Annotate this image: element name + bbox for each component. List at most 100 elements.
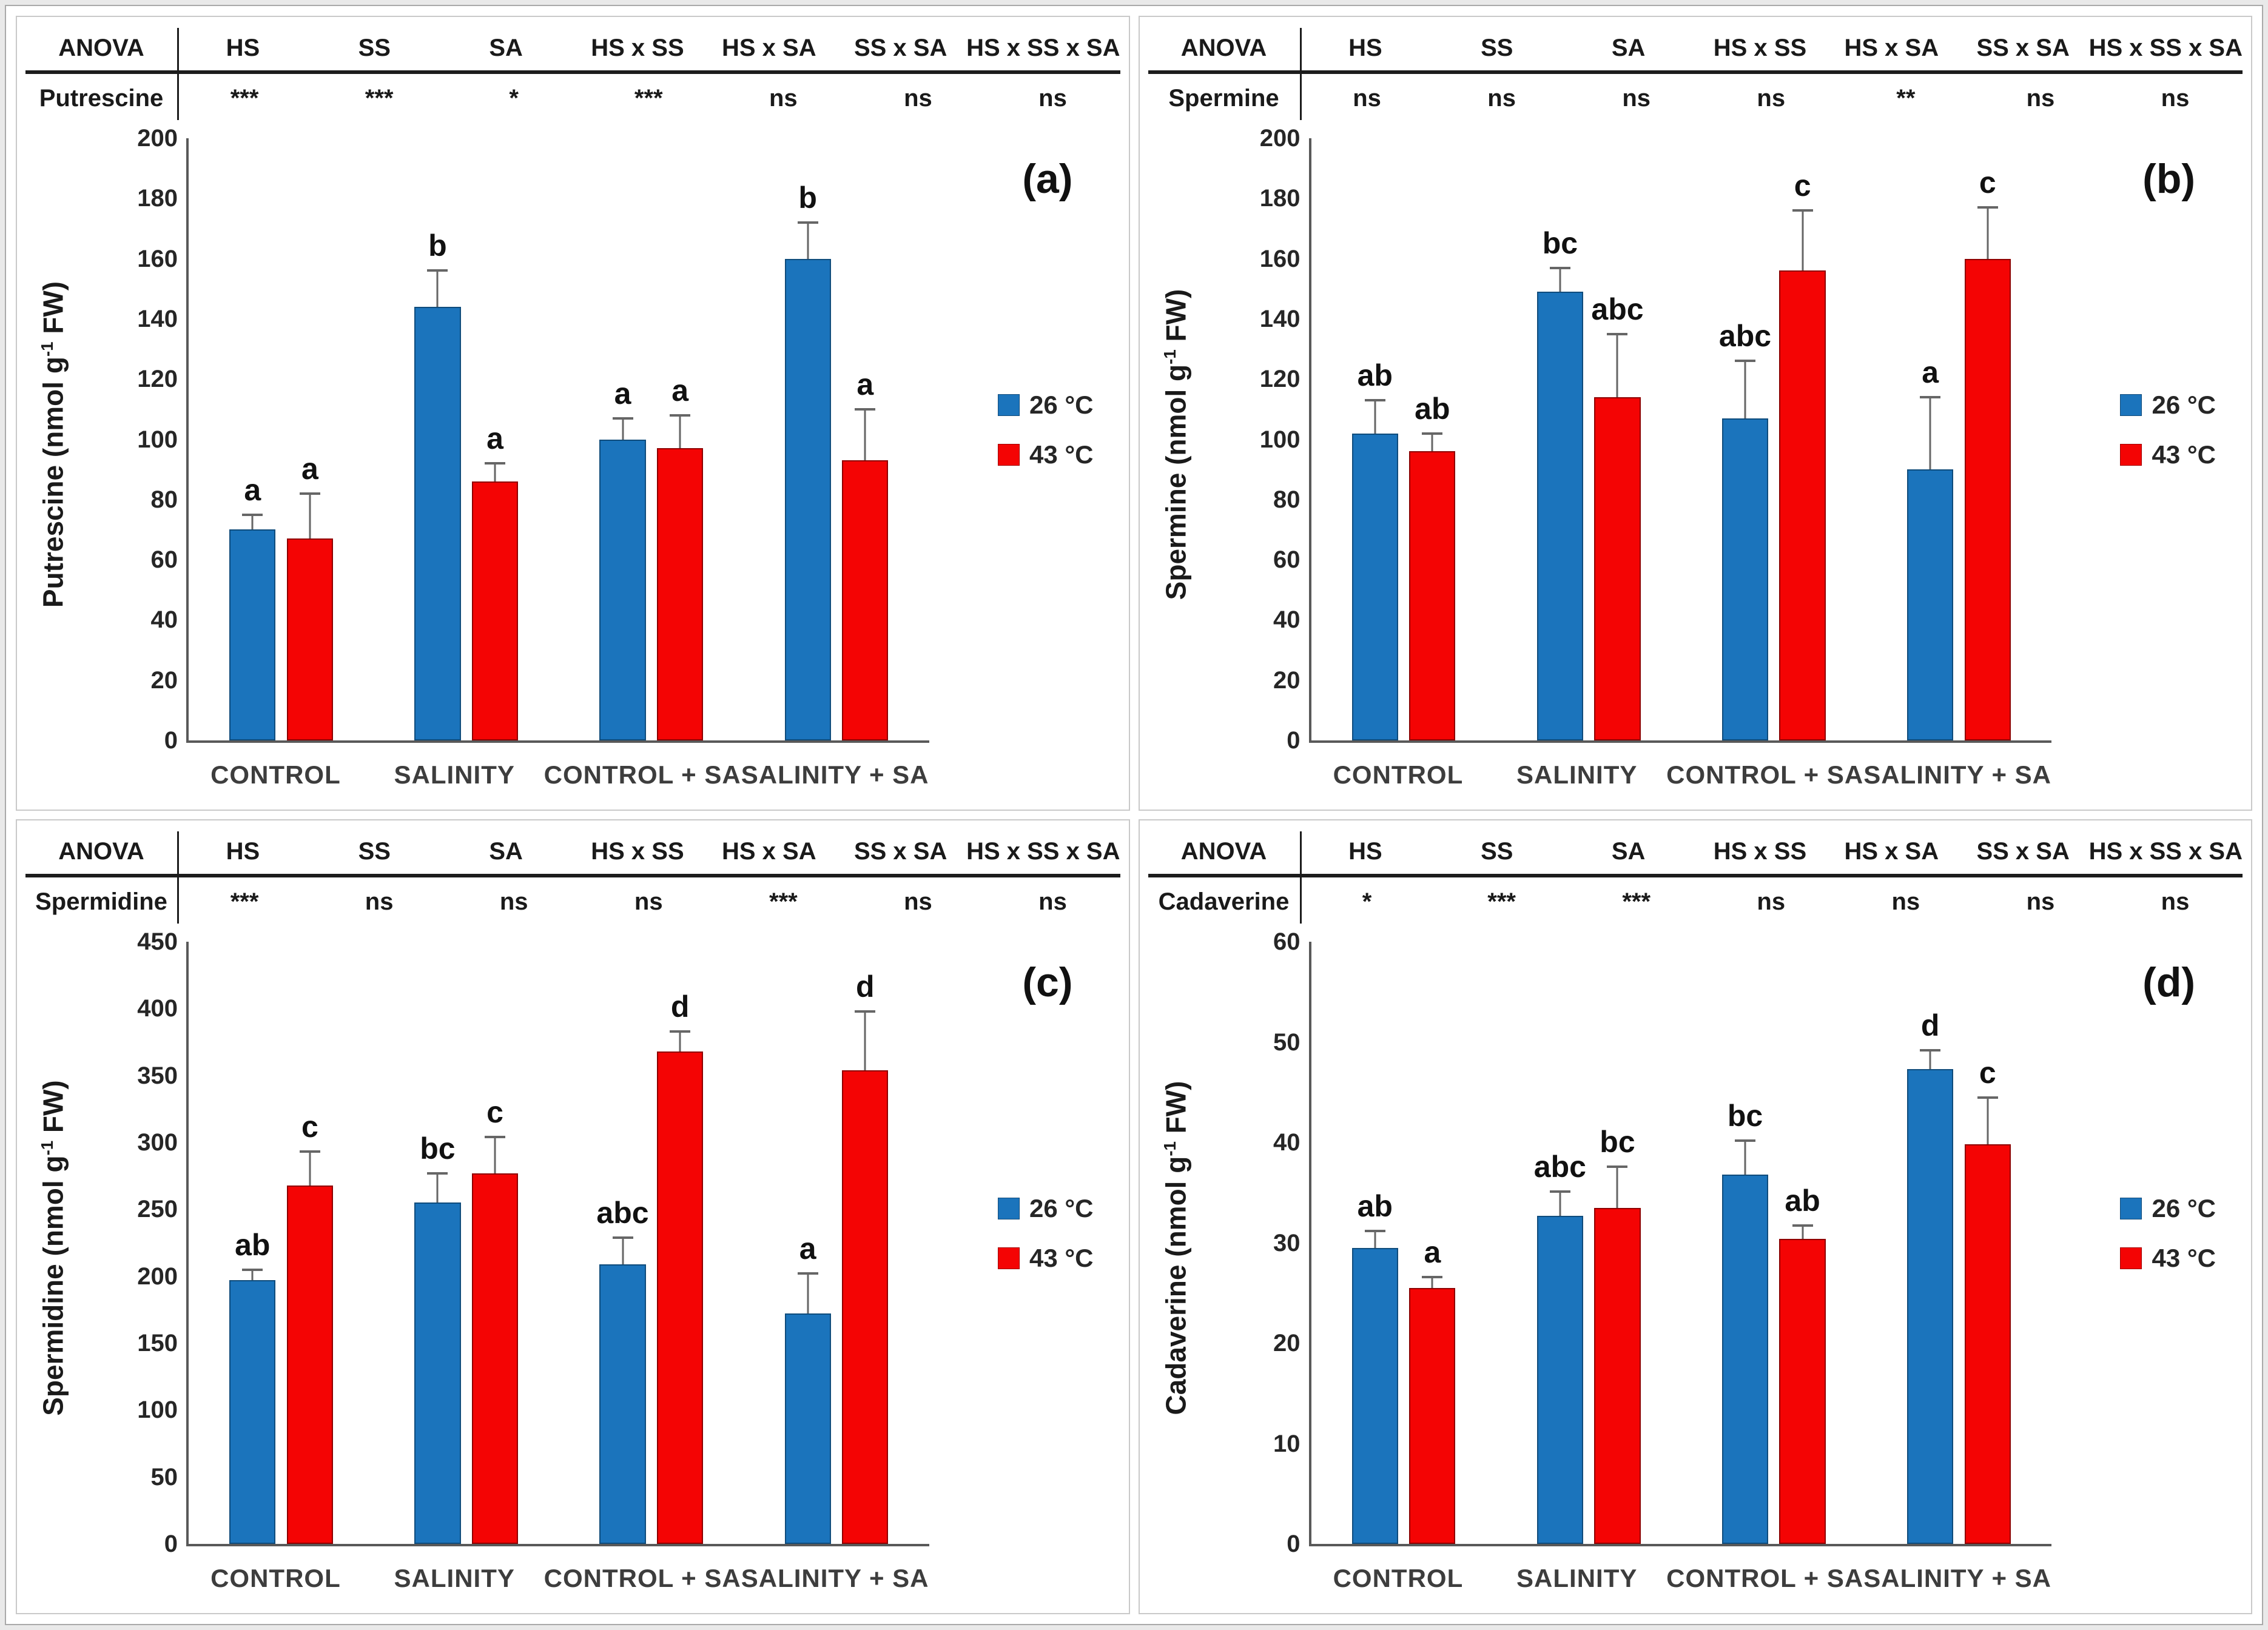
error-bar-cap (1422, 1275, 1443, 1278)
anova-analyte-label: Cadaverine (1158, 888, 1290, 915)
error-bar-cap (855, 1010, 876, 1013)
significance-letter: a (799, 1232, 816, 1266)
significance-letter: bc (1542, 226, 1578, 260)
anova-significance-cell: ns (904, 84, 932, 112)
bar-43c-3 (1964, 258, 2011, 740)
y-tick-label: 80 (150, 486, 178, 513)
anova-header-cell: SS x SA (1976, 837, 2070, 865)
bar-43c-2 (1779, 270, 1826, 740)
y-tick-label: 250 (137, 1196, 178, 1223)
y-tick-label: 200 (137, 125, 178, 152)
y-tick-label: 20 (1273, 1330, 1301, 1357)
y-tick-label: 20 (150, 666, 178, 694)
x-category-label: SALINITY (1516, 760, 1638, 789)
y-axis-title-text: Spermine (nmol g (1159, 364, 1191, 600)
anova-header-cell: HS x SS x SA (966, 837, 1120, 865)
y-tick-label: 180 (137, 185, 178, 212)
anova-significance-cell: *** (1622, 888, 1651, 915)
bar-43c-3 (1964, 1144, 2011, 1544)
error-bar-stem (309, 493, 311, 539)
legend-item: 43 °C (997, 1244, 1094, 1273)
y-axis-title-text: FW) (1159, 289, 1191, 350)
significance-letter: c (301, 1110, 318, 1144)
error-bar-stem (864, 1011, 866, 1070)
error-bar-cap (1792, 1224, 1813, 1227)
error-bar-stem (1559, 267, 1561, 292)
panel-label: (a) (1022, 156, 1073, 202)
y-tick-label: 40 (1273, 606, 1301, 634)
significance-letter: bc (1600, 1124, 1635, 1159)
bar-26c-0 (1351, 433, 1398, 740)
anova-header-row: ANOVA HS SS SA HS x SS HS x SA SS x SA HS x SS … (25, 829, 1120, 877)
significance-letter: a (1922, 355, 1939, 389)
significance-letter: abc (1533, 1150, 1586, 1184)
bar-43c-0 (1409, 451, 1456, 740)
anova-significance-cell: *** (230, 888, 259, 915)
y-tick-label: 180 (1259, 185, 1301, 212)
error-bar-cap (1607, 1165, 1628, 1168)
anova-significance-cell: ns (2026, 84, 2055, 112)
figure-grid: ANOVA HS SS SA HS x SS HS x SA SS x SA HS x SS … (6, 6, 2262, 1624)
significance-letter: c (1979, 1055, 1996, 1090)
error-bar-stem (1744, 361, 1746, 418)
error-bar-cap (1977, 206, 1998, 209)
bar-26c-3 (1907, 1069, 1954, 1544)
x-category-labels: CONTROL SALINITY CONTROL + SA SALINITY + SA (1309, 755, 2052, 795)
significance-letter: c (486, 1095, 503, 1130)
plot-area: 0 20 40 60 80 100 120 140 160 180 200 a b a b a a a a (137, 126, 929, 753)
y-tick-label: 10 (1273, 1430, 1301, 1457)
y-tick-label: 400 (137, 995, 178, 1022)
error-bar-cap (427, 269, 448, 272)
x-category-label: SALINITY (394, 1564, 515, 1592)
y-tick-label: 0 (164, 1531, 178, 1557)
significance-letter: bc (420, 1131, 456, 1165)
bar-26c-2 (1721, 418, 1769, 740)
legend-label: 43 °C (2152, 440, 2216, 469)
error-bar-stem (251, 1269, 254, 1281)
anova-significance-cell: *** (230, 84, 259, 112)
bar-26c-1 (1536, 292, 1584, 740)
significance-letter: d (1920, 1008, 1940, 1042)
plot-area: 0 10 20 30 40 50 60 ab abc bc d a bc ab c (1273, 930, 2051, 1556)
y-axis-title-text: Spermidine (nmol g (37, 1155, 69, 1416)
legend-swatch-43c (997, 443, 1020, 466)
chart-area-c: Spermidine (nmol g-1 FW) 0 50 100 150 200 250 3… (25, 930, 1120, 1607)
anova-significance-cell: * (509, 84, 519, 112)
y-tick-label: 40 (1273, 1129, 1301, 1156)
anova-header-cell: SS (358, 34, 391, 61)
anova-significance-cell: *** (769, 888, 798, 915)
anova-header-cell: SA (1611, 34, 1646, 61)
error-bar-stem (1802, 210, 1804, 271)
error-bar-stem (1431, 1276, 1433, 1288)
anova-header-cell: ANOVA (1180, 837, 1267, 865)
significance-letter: d (855, 969, 875, 1004)
chart-area-d: Cadaverine (nmol g-1 FW) 0 10 20 30 40 50 60 ab a… (1148, 930, 2243, 1607)
panel-d: ANOVA HS SS SA HS x SS HS x SA SS x SA HS x SS … (1138, 819, 2252, 1614)
anova-header-cell: HS (226, 837, 260, 865)
chart-area-b: Spermine (nmol g-1 FW) 0 20 40 60 80 100 120 140… (1148, 126, 2243, 803)
significance-letter: a (486, 421, 503, 456)
anova-header-cell: HS x SA (721, 34, 816, 61)
anova-header-cell: SS (358, 837, 391, 865)
error-bar-stem (1616, 334, 1618, 397)
y-axis-title-text: FW) (1159, 1081, 1191, 1142)
anova-vertical-divider (1299, 28, 1302, 120)
error-bar-stem (1744, 1140, 1746, 1175)
anova-significance-cell: ** (1896, 84, 1916, 112)
anova-header-cell: SA (489, 837, 523, 865)
legend-label: 43 °C (1029, 440, 1094, 469)
legend-item: 26 °C (997, 391, 1094, 420)
error-bar-stem (251, 514, 254, 530)
legend-label: 43 °C (2152, 1243, 2216, 1272)
bar-26c-2 (599, 1264, 646, 1544)
legend: 26 °C 43 °C (2120, 391, 2216, 469)
error-bar-stem (1374, 1230, 1376, 1248)
x-category-labels: CONTROL SALINITY CONTROL + SA SALINITY + SA (186, 1558, 929, 1598)
anova-analyte-label: Spermine (1168, 84, 1279, 112)
anova-significance-cell: * (1362, 888, 1372, 915)
error-bar-stem (436, 270, 439, 307)
anova-header-cell: ANOVA (1180, 34, 1267, 61)
anova-significance-cell: ns (2161, 888, 2190, 915)
error-bar-stem (436, 1173, 439, 1203)
bar-43c-0 (286, 1185, 333, 1544)
